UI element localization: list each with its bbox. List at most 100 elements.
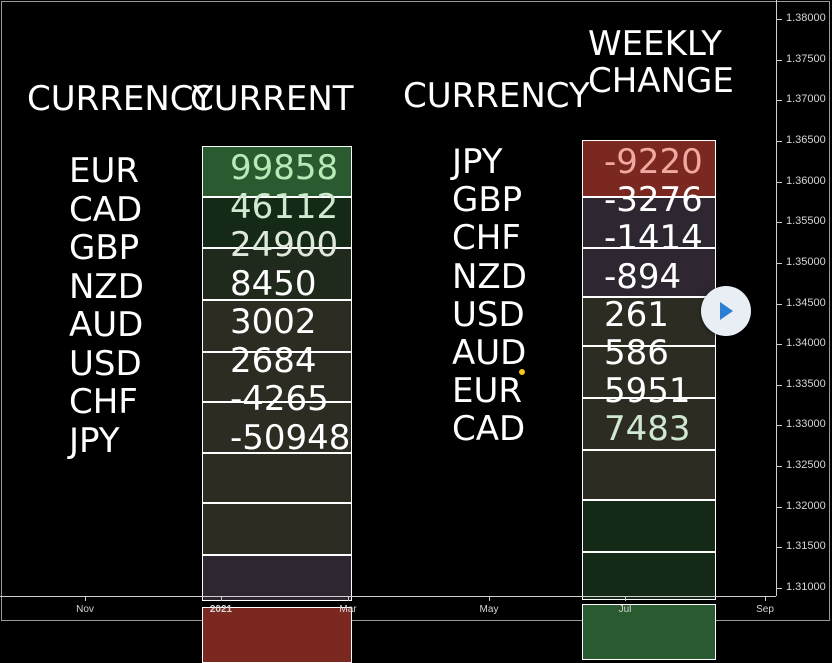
time-tick — [765, 597, 766, 601]
currency-label: AUD — [452, 333, 527, 373]
plot-area[interactable]: CURRENCY CURRENT CURRENCY WEEKLY CHANGE … — [0, 0, 776, 663]
table-cell — [582, 248, 716, 297]
currency-label: CHF — [452, 218, 521, 259]
price-tick-label: 1.33000 — [786, 418, 826, 431]
table-cell — [582, 197, 716, 248]
currency-label: CAD — [69, 189, 143, 230]
price-tick — [777, 344, 782, 346]
price-tick-label: 1.32500 — [786, 459, 826, 472]
price-tick-label: 1.36000 — [786, 174, 826, 187]
price-tick-label: 1.35500 — [786, 215, 826, 228]
play-button[interactable] — [701, 286, 751, 336]
table-value: -50948 — [230, 417, 351, 458]
table-value: -9220 — [604, 142, 703, 182]
table-value: -4265 — [230, 379, 329, 419]
price-tick — [777, 100, 782, 102]
currency-label: JPY — [69, 420, 120, 461]
table-cell — [582, 346, 716, 398]
time-tick-label: Nov — [76, 604, 94, 615]
currency-label: JPY — [452, 142, 503, 182]
table-value: 3002 — [230, 302, 317, 342]
price-tick — [777, 262, 782, 264]
time-tick-label: Mar — [339, 604, 357, 615]
currency-label: EUR — [69, 151, 139, 191]
table-cell — [582, 500, 716, 552]
time-tick — [348, 597, 349, 601]
chart-frame — [1, 1, 830, 621]
table-value: -894 — [604, 256, 682, 297]
price-tick-label: 1.34000 — [786, 337, 826, 350]
play-icon — [720, 302, 733, 320]
price-tick — [777, 140, 782, 142]
price-tick — [777, 466, 782, 468]
table-value: 99858 — [230, 148, 339, 188]
table-cell — [582, 140, 716, 197]
currency-label: USD — [452, 294, 525, 335]
table-value: 2684 — [230, 340, 317, 381]
price-tick-label: 1.32000 — [786, 499, 826, 512]
price-tick — [777, 59, 782, 61]
price-tick-label: 1.31500 — [786, 540, 826, 553]
right-value-header-line1: WEEKLY — [588, 24, 723, 64]
table-value: -1414 — [604, 218, 703, 259]
currency-label: USD — [69, 343, 142, 384]
table-cell — [202, 197, 352, 248]
table-cell — [582, 450, 716, 500]
currency-label: EUR — [452, 371, 522, 412]
right-value-header-line2: CHANGE — [588, 61, 734, 101]
price-tick — [777, 181, 782, 183]
table-value: 46112 — [230, 186, 339, 227]
table-cell — [582, 398, 716, 450]
right-currency-header: CURRENCY — [403, 76, 590, 116]
currency-label: NZD — [69, 266, 144, 307]
currency-label: CAD — [452, 409, 526, 450]
currency-label: GBP — [69, 228, 140, 268]
currency-label: CHF — [69, 382, 138, 422]
dot-marker-icon — [519, 369, 525, 375]
price-tick — [777, 384, 782, 386]
table-cell — [582, 552, 716, 600]
table-cell — [202, 248, 352, 300]
price-tick — [777, 303, 782, 305]
currency-label: GBP — [452, 180, 523, 221]
table-value: 586 — [604, 333, 669, 373]
table-value: 7483 — [604, 409, 691, 450]
time-tick — [625, 597, 626, 601]
price-tick — [777, 588, 782, 589]
left-currency-header: CURRENCY — [27, 79, 214, 119]
time-tick-label: Sep — [756, 604, 774, 615]
table-value: -3276 — [604, 180, 703, 221]
time-tick — [85, 597, 86, 601]
time-tick-label: Jul — [618, 604, 632, 615]
price-axis[interactable]: 1.38000 1.37500 1.37000 1.36500 1.36000 1.355… — [776, 0, 832, 596]
table-value: 5951 — [604, 371, 691, 412]
table-cell — [202, 352, 352, 402]
table-cell — [582, 297, 716, 346]
table-cell — [202, 555, 352, 601]
time-axis[interactable]: Nov 2021 Mar May Jul Sep — [0, 596, 776, 623]
price-tick-label: 1.34500 — [786, 296, 826, 309]
price-tick — [777, 425, 782, 427]
price-tick-label: 1.37000 — [786, 93, 826, 106]
table-value: 8450 — [230, 263, 317, 304]
table-cell — [202, 300, 352, 352]
currency-label: NZD — [452, 256, 527, 297]
table-cell — [202, 402, 352, 453]
table-cell — [202, 453, 352, 503]
price-tick — [777, 547, 782, 549]
table-cell — [202, 503, 352, 555]
price-tick-label: 1.33500 — [786, 377, 826, 390]
currency-label: AUD — [69, 305, 144, 345]
price-tick — [777, 19, 782, 20]
price-tick-label: 1.36500 — [786, 133, 826, 146]
table-cell — [202, 146, 352, 197]
table-value: 261 — [604, 294, 669, 335]
price-tick-label: 1.38000 — [786, 12, 826, 24]
price-tick — [777, 222, 782, 224]
table-value: 24900 — [230, 225, 339, 265]
time-tick-label: 2021 — [209, 604, 233, 615]
price-tick — [777, 506, 782, 508]
left-value-header: CURRENT — [190, 79, 354, 119]
price-tick-label: 1.37500 — [786, 52, 826, 65]
time-tick-label: May — [479, 604, 499, 615]
